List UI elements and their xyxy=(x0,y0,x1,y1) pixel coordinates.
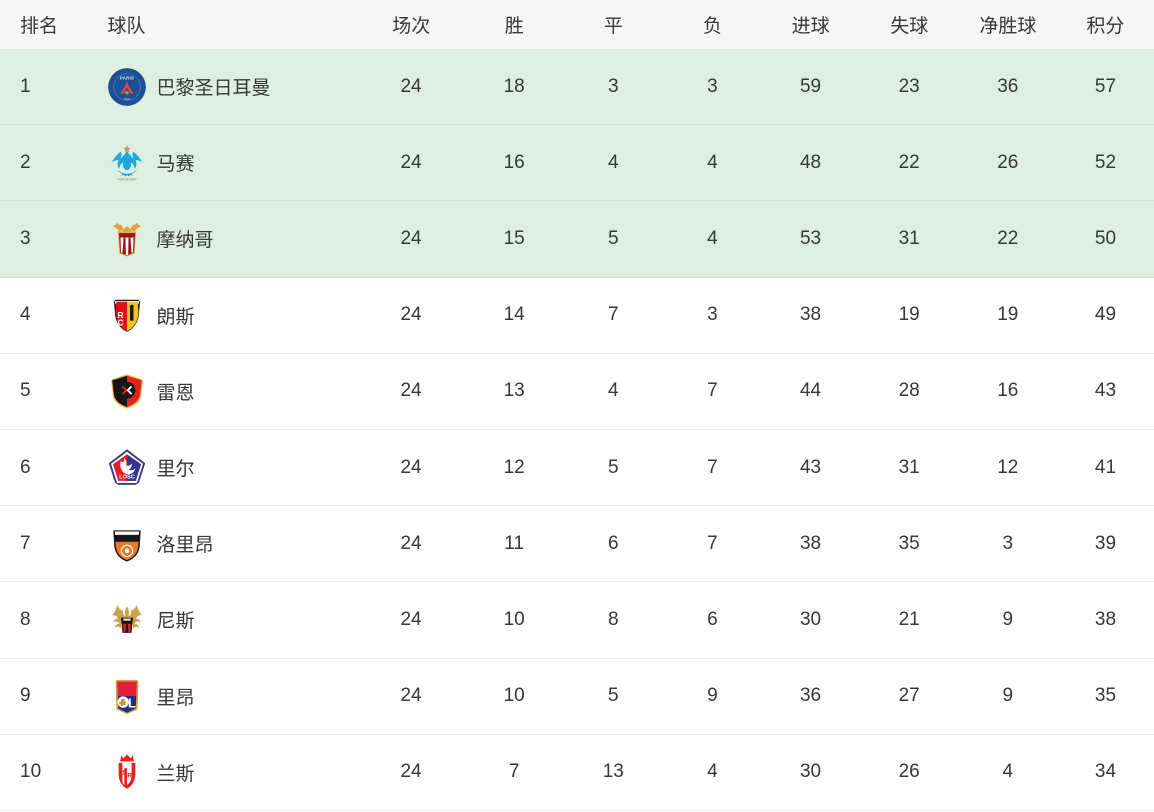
svg-text:PARIS: PARIS xyxy=(119,75,134,80)
svg-text:L: L xyxy=(118,326,123,335)
svg-text:S: S xyxy=(122,768,127,777)
svg-text:OLYMPIQUE DE MARSEILLE: OLYMPIQUE DE MARSEILLE xyxy=(110,178,144,181)
svg-text:LOSC: LOSC xyxy=(119,474,135,480)
svg-text:R: R xyxy=(127,773,132,780)
svg-text:L: L xyxy=(128,695,136,710)
